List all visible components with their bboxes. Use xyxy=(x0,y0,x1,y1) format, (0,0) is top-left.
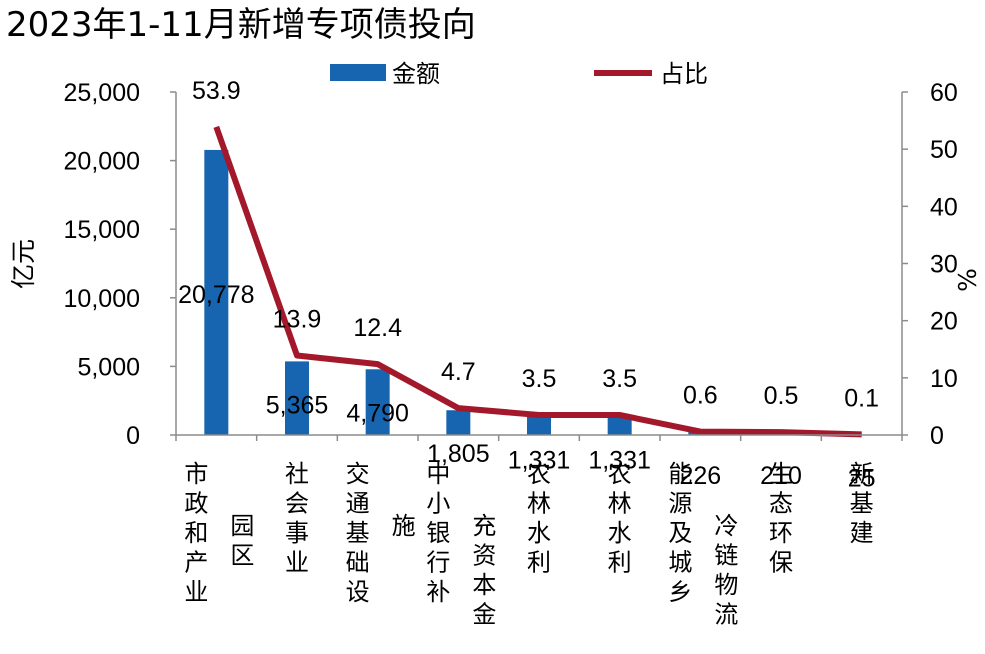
axes: 0 5,000 10,000 15,000 20,000 25,000 0 10 20 30 40 5… xyxy=(64,79,958,450)
category-label: 中小银行补 xyxy=(426,460,450,606)
category-label: 新基建 xyxy=(850,460,874,547)
category-label: 生态环保 xyxy=(769,460,793,577)
y-right-tick-label: 20 xyxy=(930,308,958,336)
category-label: 市政和产业 xyxy=(184,460,208,606)
category-label: 冷链物流 xyxy=(714,512,738,629)
y-left-tick-label: 5,000 xyxy=(77,353,140,381)
bar-value-label: 1,805 xyxy=(427,440,490,468)
bar-value-label: 25 xyxy=(848,465,876,493)
line-value-label: 0.6 xyxy=(683,382,718,410)
y-right-tick-label: 0 xyxy=(930,422,944,450)
y-left-tick-label: 25,000 xyxy=(64,79,140,107)
y-right-tick-label: 40 xyxy=(930,193,958,221)
bar-value-label: 226 xyxy=(679,462,721,490)
category-label: 能源及城乡 xyxy=(668,460,692,606)
legend-label-share: 占比 xyxy=(660,60,708,88)
y-left-tick-label: 10,000 xyxy=(64,285,140,313)
y-left-tick-label: 15,000 xyxy=(64,216,140,244)
y-right-tick-label: 10 xyxy=(930,365,958,393)
category-label: 社会事业 xyxy=(285,460,309,577)
line-value-label: 53.9 xyxy=(192,77,241,105)
bar xyxy=(204,149,229,435)
category-label: 园区 xyxy=(230,512,254,570)
category-label: 农林水利 xyxy=(608,460,632,577)
bar xyxy=(285,361,309,435)
line-series xyxy=(213,125,862,438)
bar xyxy=(446,410,471,435)
y-left-tick-label: 0 xyxy=(126,422,140,450)
bar-value-label: 1,331 xyxy=(588,447,651,475)
line-value-label: 12.4 xyxy=(353,314,402,342)
y-right-axis-label: % xyxy=(953,268,982,292)
category-label: 充资本金 xyxy=(472,512,496,629)
bar xyxy=(607,416,632,435)
bar-series xyxy=(204,149,874,435)
line-value-label: 3.5 xyxy=(522,365,557,393)
legend-label-amount: 金额 xyxy=(392,60,440,88)
y-right-tick-label: 60 xyxy=(930,79,958,107)
line-value-label: 0.5 xyxy=(764,382,799,410)
bar xyxy=(365,369,390,435)
y-right-tick-label: 50 xyxy=(930,136,958,164)
legend-swatch-amount xyxy=(330,64,386,81)
bar-value-label: 4,790 xyxy=(346,399,409,427)
category-label: 农林水利 xyxy=(527,460,551,577)
bar-value-label: 210 xyxy=(760,462,802,490)
y-right-tick-label: 30 xyxy=(930,251,958,279)
category-label: 施 xyxy=(392,512,416,540)
category-label: 交通基础设 xyxy=(346,460,370,606)
line-value-label: 0.1 xyxy=(844,384,879,412)
y-left-tick-label: 20,000 xyxy=(64,148,140,176)
chart-title: 2023年1-11月新增专项债投向 xyxy=(6,5,476,45)
y-left-axis-label: 亿元 xyxy=(9,239,38,289)
line-value-label: 4.7 xyxy=(441,358,476,386)
bar-value-label: 20,778 xyxy=(178,281,254,309)
bar-value-label: 5,365 xyxy=(266,391,329,419)
bar-value-label: 1,331 xyxy=(508,447,571,475)
legend: 金额 占比 xyxy=(330,60,708,88)
bar xyxy=(527,416,551,435)
line-value-label: 3.5 xyxy=(602,365,637,393)
data-labels: 20,778 5,365 4,790 1,805 1,331 1,331 226 210 25 5… xyxy=(178,77,879,493)
line-value-label: 13.9 xyxy=(273,306,322,334)
